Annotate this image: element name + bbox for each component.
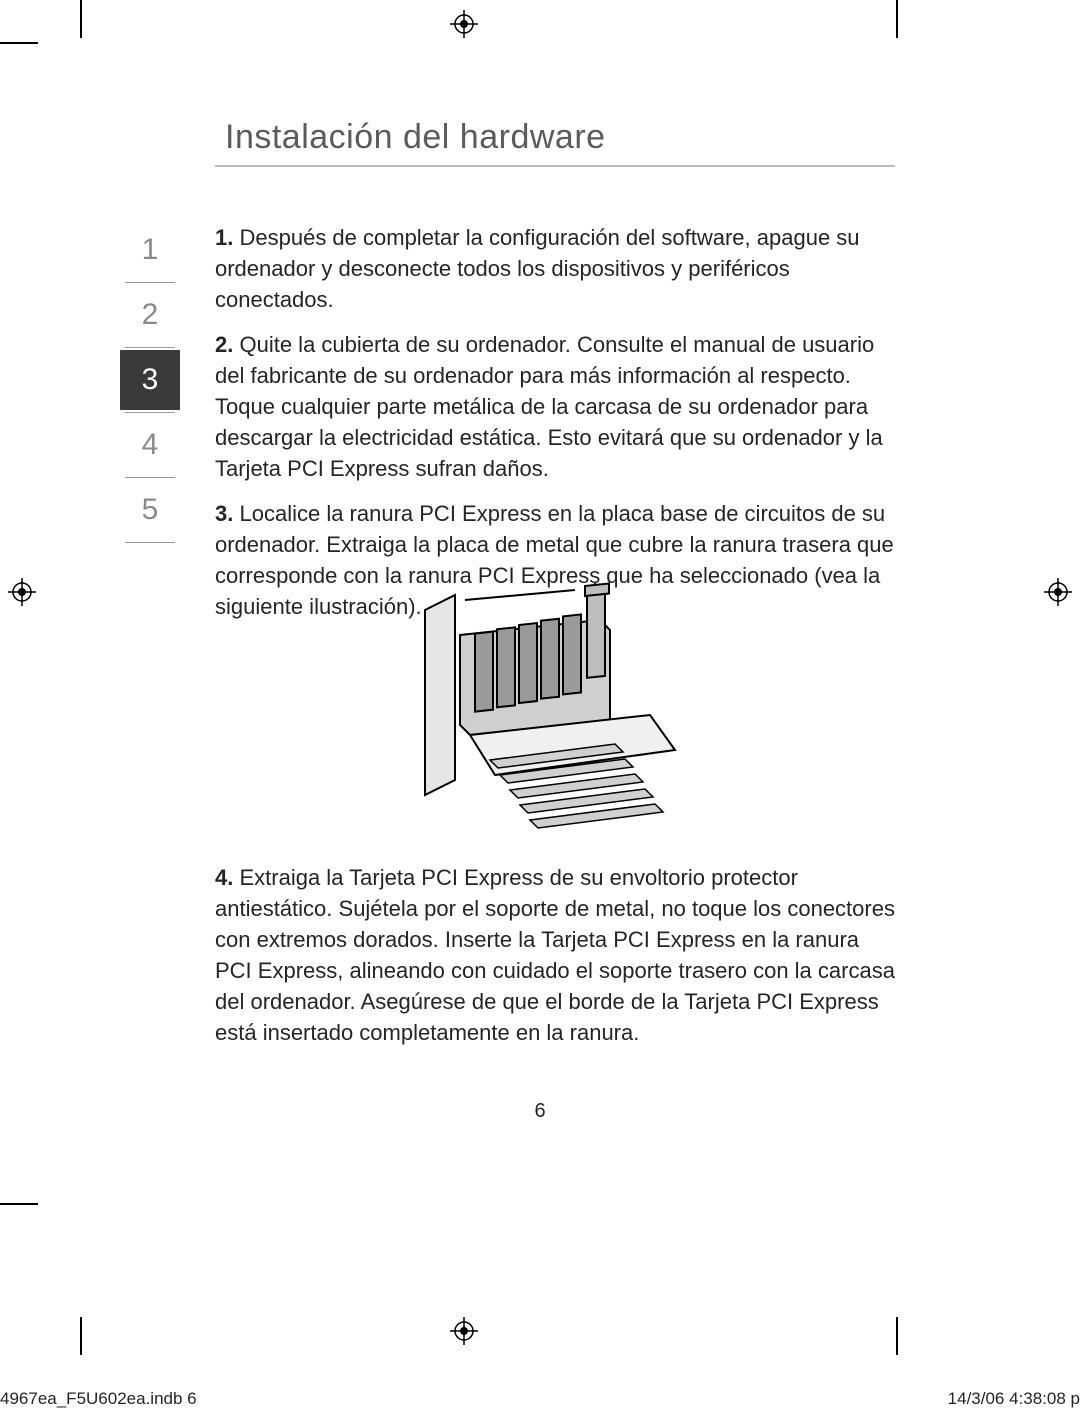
registration-mark-icon	[1044, 578, 1072, 606]
tab-divider	[125, 347, 175, 348]
crop-mark	[0, 42, 38, 44]
pci-slot-illustration	[395, 580, 695, 850]
section-tabs: 1 2 3 4 5	[120, 220, 180, 545]
step-text: Extraiga la Tarjeta PCI Express de su en…	[215, 865, 895, 1045]
crop-mark	[80, 0, 82, 38]
title-underline	[215, 165, 895, 167]
tab-divider	[125, 477, 175, 478]
section-tab-2: 2	[120, 285, 180, 345]
manual-page: Instalación del hardware 1 2 3 4 5 1. De…	[0, 0, 1080, 1415]
footer-timestamp: 14/3/06 4:38:08 p	[948, 1389, 1080, 1409]
crop-mark	[896, 0, 898, 38]
step-number: 3.	[215, 501, 233, 526]
section-tab-1: 1	[120, 220, 180, 280]
section-tab-3: 3	[120, 350, 180, 410]
section-tab-5: 5	[120, 480, 180, 540]
page-title-wrap: Instalación del hardware	[225, 118, 925, 157]
footer-filename: 4967ea_F5U602ea.indb 6	[0, 1389, 197, 1409]
section-tab-4: 4	[120, 415, 180, 475]
crop-mark	[896, 1317, 898, 1355]
registration-mark-icon	[450, 1317, 478, 1345]
step-4: 4. Extraiga la Tarjeta PCI Express de su…	[215, 862, 895, 1048]
crop-mark	[0, 1203, 38, 1205]
step-number: 1.	[215, 225, 233, 250]
registration-mark-icon	[8, 578, 36, 606]
page-title: Instalación del hardware	[225, 118, 925, 157]
step-text: Quite la cubierta de su ordenador. Consu…	[215, 332, 883, 481]
pci-slot-removal-icon	[395, 580, 695, 850]
step-2: 2. Quite la cubierta de su ordenador. Co…	[215, 329, 895, 484]
step-number: 2.	[215, 332, 233, 357]
tab-divider	[125, 412, 175, 413]
tab-divider	[125, 282, 175, 283]
step-1: 1. Después de completar la configuración…	[215, 222, 895, 315]
registration-mark-icon	[450, 10, 478, 38]
step-number: 4.	[215, 865, 233, 890]
tab-divider	[125, 542, 175, 543]
step-text: Después de completar la configuración de…	[215, 225, 860, 312]
page-number: 6	[0, 1100, 1080, 1123]
instruction-body-lower: 4. Extraiga la Tarjeta PCI Express de su…	[215, 862, 895, 1062]
crop-mark	[80, 1317, 82, 1355]
instruction-body: 1. Después de completar la configuración…	[215, 222, 895, 636]
